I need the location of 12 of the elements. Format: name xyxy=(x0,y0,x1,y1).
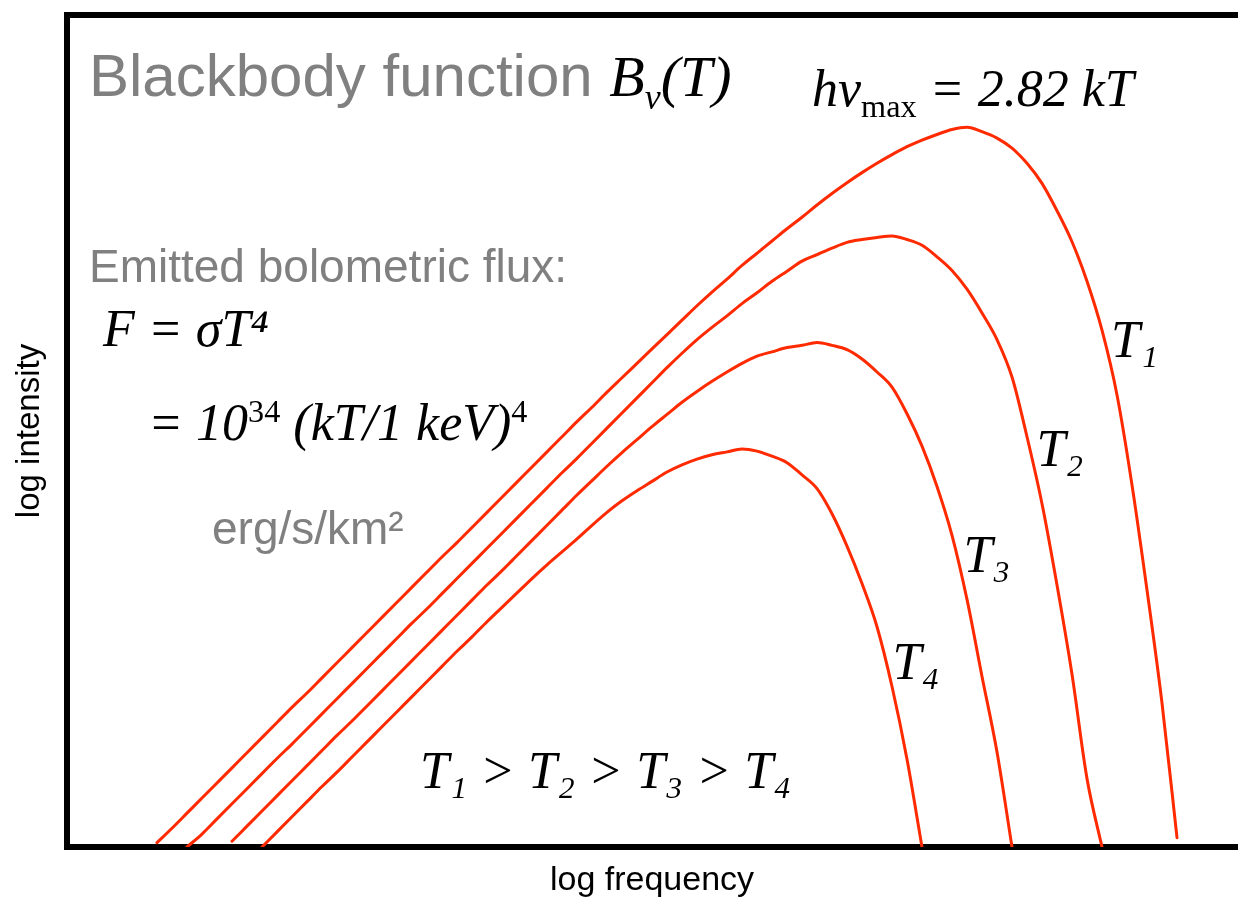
annotation: = 10$^{34}$ (kT/1 keV)$^{4}$ xyxy=(148,392,528,452)
series-label: T₂ xyxy=(1036,419,1084,477)
y-axis-title: log intensity xyxy=(8,343,46,519)
series-label: T₃ xyxy=(963,526,1011,584)
annotation: Emitted bolometric flux: xyxy=(89,239,568,293)
x-axis-title: log frequency xyxy=(549,858,755,897)
annotation: F = σT⁴ xyxy=(103,299,269,358)
annotation: T₁ > T₂ > T₃ > T₄ xyxy=(420,741,792,800)
series-label: T₄ xyxy=(892,632,940,690)
annotation: erg/s/km² xyxy=(212,501,404,555)
series-label: T₁ xyxy=(1111,310,1158,368)
chart-title: Blackbody function B$_{ν}$(T) xyxy=(89,41,732,117)
